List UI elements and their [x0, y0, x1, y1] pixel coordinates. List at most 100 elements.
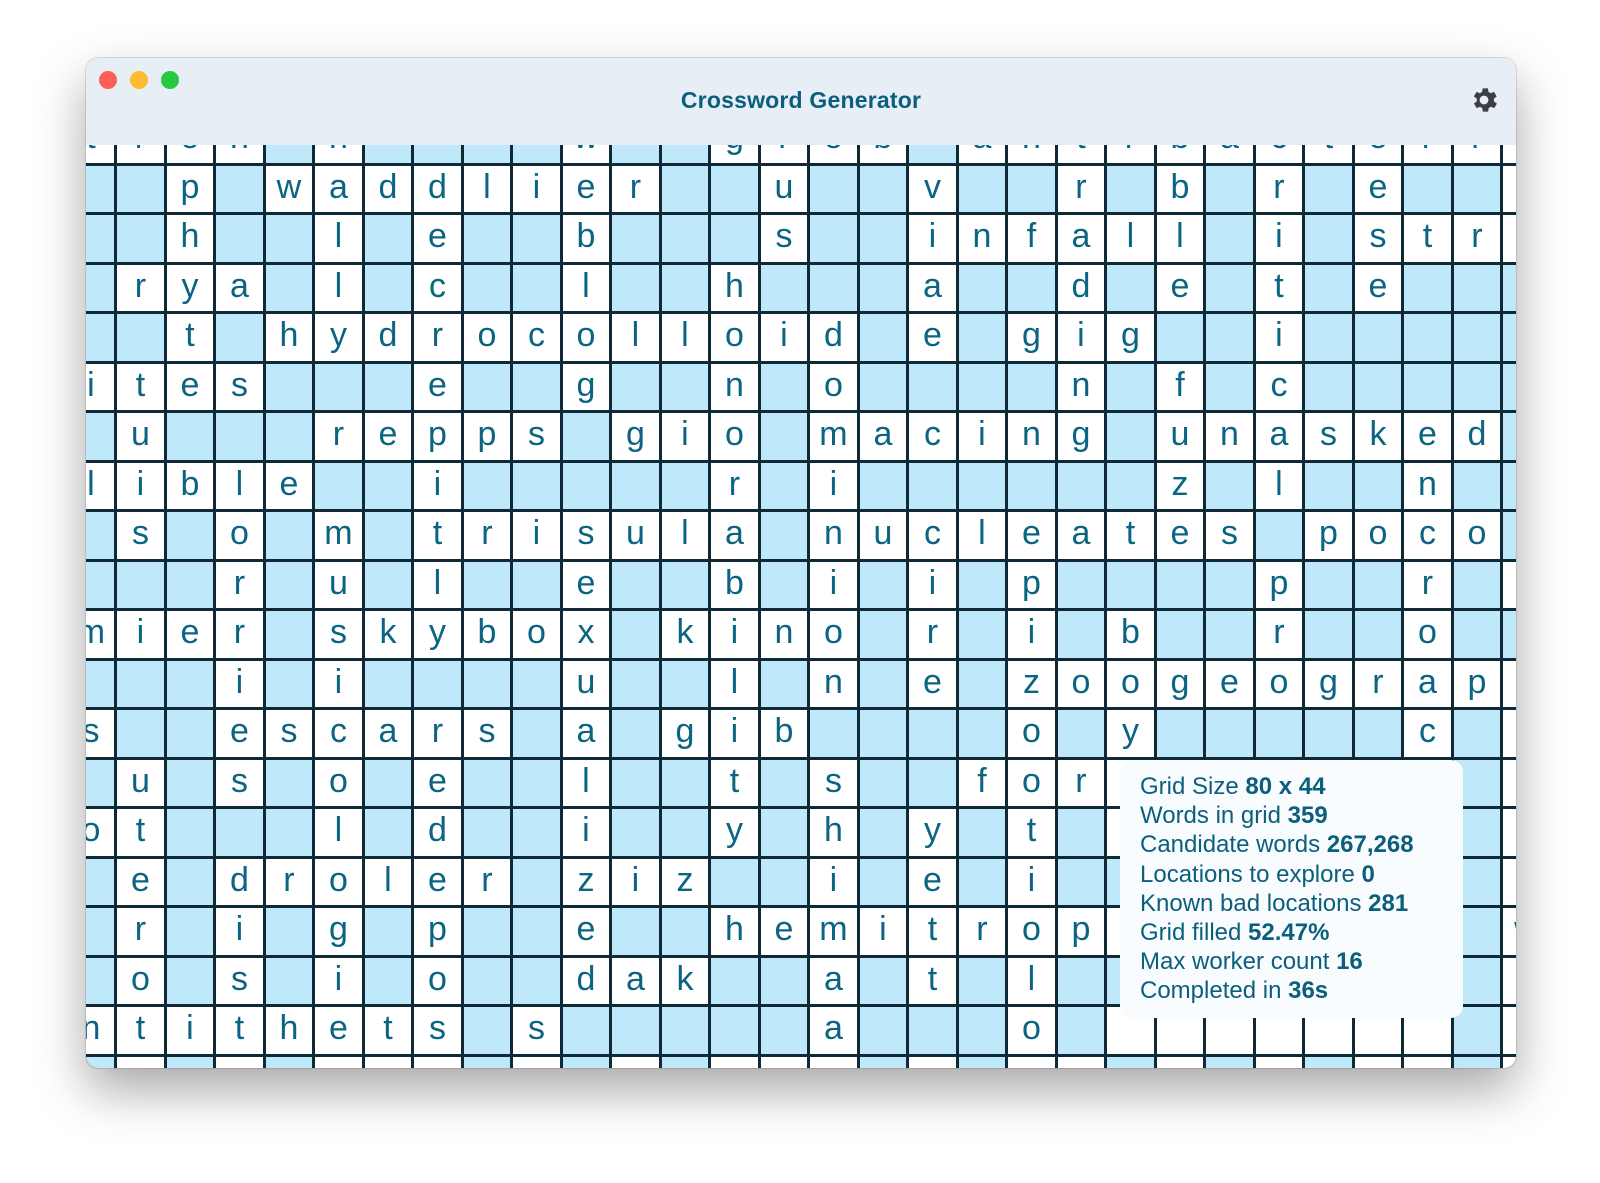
grid-cell-blank [265, 413, 313, 460]
grid-cell-letter: s [513, 1007, 560, 1054]
zoom-window-button[interactable] [161, 71, 179, 89]
grid-cell-blank [612, 215, 659, 262]
grid-cell-blank [463, 908, 511, 955]
grid-cell-blank [166, 413, 214, 460]
grid-cell-letter: e [562, 165, 610, 212]
minimize-window-button[interactable] [130, 71, 148, 89]
grid-cell-letter: o [414, 957, 461, 1004]
grid-cell-letter: a [859, 413, 907, 460]
grid-cell-letter: z [562, 858, 610, 905]
grid-cell-blank [661, 908, 709, 955]
grid-cell-letter: r [909, 611, 956, 658]
grid-cell-blank [1107, 561, 1154, 608]
grid-cell-blank [513, 462, 560, 509]
close-window-button[interactable] [99, 71, 117, 89]
grid-cell-letter: i [711, 611, 758, 658]
grid-cell-blank [166, 858, 214, 905]
grid-cell-blank [513, 264, 560, 311]
grid-cell-blank [117, 710, 164, 757]
grid-cell-letter: s [562, 512, 610, 559]
grid-cell-letter: e [562, 908, 610, 955]
grid-cell-blank [661, 215, 709, 262]
grid-cell-blank [463, 660, 511, 707]
grid-cell-blank [1453, 561, 1501, 608]
grid-cell-letter: a [1057, 512, 1105, 559]
grid-cell-letter [1503, 660, 1516, 707]
grid-cell-blank [1206, 710, 1253, 757]
grid-cell-blank [1107, 413, 1154, 460]
grid-cell-letter: l [315, 215, 362, 262]
grid-cell-letter: u [562, 660, 610, 707]
grid-cell-letter: i [909, 215, 956, 262]
grid-cell-letter: e [364, 413, 412, 460]
grid-cell-letter: u [859, 512, 907, 559]
grid-cell-blank [1453, 363, 1501, 410]
grid-cell-blank [117, 314, 164, 361]
grid-cell-blank [1354, 314, 1402, 361]
grid-cell-blank [760, 858, 808, 905]
grid-cell-blank [1206, 561, 1253, 608]
grid-cell-blank [86, 413, 115, 460]
grid-cell-letter [1503, 759, 1516, 806]
grid-cell-blank [117, 660, 164, 707]
grid-cell-blank [711, 1007, 758, 1054]
grid-cell-letter: l [562, 759, 610, 806]
grid-cell-letter: e [1156, 512, 1204, 559]
grid-cell-blank [1008, 264, 1055, 311]
grid-cell-letter: i [909, 561, 956, 608]
settings-button[interactable] [1468, 84, 1500, 116]
grid-cell-letter: p [1255, 561, 1303, 608]
grid-cell-letter: i [711, 710, 758, 757]
grid-cell-letter: n [216, 145, 263, 163]
grid-cell-letter [1156, 1056, 1204, 1068]
grid-cell-blank [661, 165, 709, 212]
grid-cell-blank [661, 145, 709, 163]
grid-cell-letter: a [1404, 660, 1451, 707]
grid-cell-letter: t [166, 314, 214, 361]
grid-cell-letter: a [364, 710, 412, 757]
grid-cell-letter: l [86, 462, 115, 509]
grid-cell-blank [265, 809, 313, 856]
grid-cell-letter: k [1354, 413, 1402, 460]
grid-cell-blank [1404, 264, 1451, 311]
grid-cell-blank [414, 145, 461, 163]
stat-value: 267,268 [1326, 831, 1414, 859]
grid-cell-letter: i [315, 957, 362, 1004]
grid-cell-blank [1354, 561, 1402, 608]
grid-cell-letter: r [265, 858, 313, 905]
grid-cell-blank [1453, 264, 1501, 311]
grid-cell-blank [612, 809, 659, 856]
grid-cell-blank [1057, 561, 1105, 608]
grid-cell-letter: e [1354, 264, 1402, 311]
grid-cell-blank [86, 759, 115, 806]
grid-cell-blank [463, 1056, 511, 1068]
grid-cell-blank [1255, 710, 1303, 757]
grid-cell-blank [265, 264, 313, 311]
grid-cell-letter: s [117, 512, 164, 559]
grid-cell-blank [1354, 611, 1402, 658]
grid-cell-blank [958, 462, 1006, 509]
grid-cell-letter: t [117, 363, 164, 410]
grid-cell-letter: l [315, 264, 362, 311]
grid-cell-letter: o [1008, 908, 1055, 955]
grid-cell-blank [1206, 215, 1253, 262]
grid-cell-letter [1503, 957, 1516, 1004]
grid-cell-blank [859, 1007, 907, 1054]
grid-cell-blank [612, 561, 659, 608]
grid-cell-blank [364, 809, 412, 856]
grid-cell-letter: s [810, 759, 857, 806]
grid-cell-letter: r [216, 561, 263, 608]
grid-cell-letter: y [315, 314, 362, 361]
grid-cell-blank [1503, 264, 1516, 311]
grid-cell-letter: g [1156, 660, 1204, 707]
grid-cell-letter: y [1107, 710, 1154, 757]
grid-cell-letter: i [661, 413, 709, 460]
grid-cell-letter: u [1156, 413, 1204, 460]
grid-cell-blank [86, 1056, 115, 1068]
grid-cell-letter: o [810, 145, 857, 163]
stat-label: Grid filled [1140, 919, 1242, 947]
grid-cell-blank [463, 759, 511, 806]
grid-cell-blank [859, 165, 907, 212]
grid-cell-blank [463, 215, 511, 262]
grid-cell-blank [1305, 1056, 1352, 1068]
